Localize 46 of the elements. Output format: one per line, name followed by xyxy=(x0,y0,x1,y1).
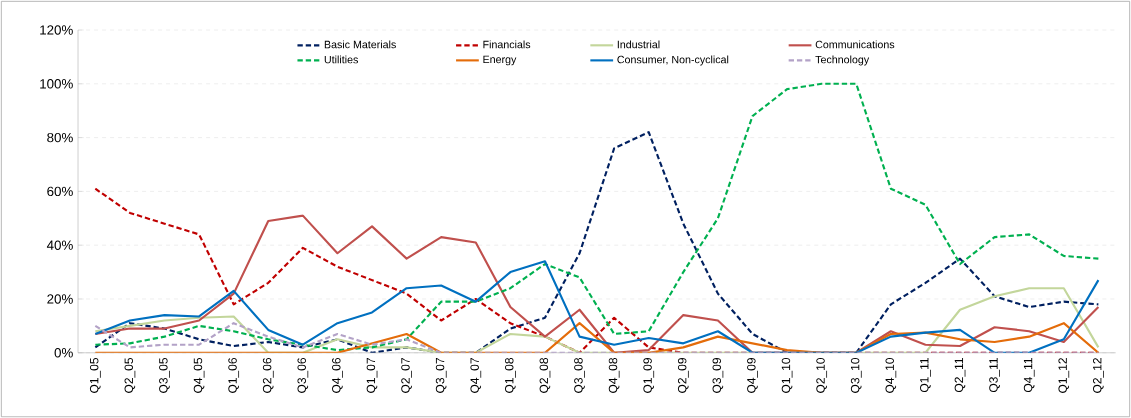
x-tick-label: Q4_06 xyxy=(332,357,343,393)
x-tick-label: Q1_06 xyxy=(228,357,240,393)
y-tick-label: 0% xyxy=(54,347,73,358)
x-tick-label: Q1_07 xyxy=(366,358,378,393)
x-tick-label: Q4_10 xyxy=(885,357,897,393)
x-tick-label: Q3_11 xyxy=(989,358,1000,393)
y-tick-label: 100% xyxy=(40,79,73,89)
x-tick-label: Q2_08 xyxy=(539,357,551,393)
x-tick-label: Q4_11 xyxy=(1023,358,1035,393)
x-tick-label: Q1_10 xyxy=(781,357,793,393)
x-tick-label: Q3_05 xyxy=(159,357,170,393)
legend-label: Utilities xyxy=(324,55,358,64)
x-tick-label: Q3_10 xyxy=(850,357,862,393)
x-tick-label: Q3_08 xyxy=(574,357,585,393)
x-tick-label: Q1_08 xyxy=(504,357,516,393)
legend-label: Consumer, Non-cyclical xyxy=(617,55,729,66)
x-tick-label: Q2_10 xyxy=(816,357,828,393)
x-tick-label: Q2_07 xyxy=(401,358,412,393)
legend-label: Financials xyxy=(483,40,531,49)
x-tick-label: Q3_09 xyxy=(712,357,724,393)
x-tick-label: Q4_05 xyxy=(193,357,205,393)
y-tick-label: 20% xyxy=(47,294,73,304)
x-tick-label: Q2_05 xyxy=(124,357,136,393)
x-tick-label: Q4_08 xyxy=(608,357,620,393)
x-tick-label: Q2_06 xyxy=(262,357,274,393)
x-tick-label: Q2_09 xyxy=(677,357,689,393)
x-tick-label: Q1_12 xyxy=(1058,358,1070,393)
x-tick-label: Q1_11 xyxy=(920,358,931,393)
legend-label: Industrial xyxy=(617,40,660,49)
legend-label: Communications xyxy=(815,40,895,49)
legend-label: Basic Materials xyxy=(324,40,396,49)
x-tick-label: Q3_06 xyxy=(297,357,309,393)
x-tick-label: Q1_09 xyxy=(643,357,655,393)
x-tick-label: Q2_11 xyxy=(954,358,966,393)
y-tick-label: 60% xyxy=(47,186,73,197)
x-tick-label: Q2_12 xyxy=(1092,358,1104,393)
legend-label: Energy xyxy=(483,55,517,66)
y-tick-label: 120% xyxy=(40,25,73,35)
x-tick-label: Q3_07 xyxy=(435,358,447,393)
y-tick-label: 40% xyxy=(46,240,73,250)
legend-label: Technology xyxy=(815,55,870,66)
y-tick-label: 80% xyxy=(47,132,73,143)
x-tick-label: Q1_05 xyxy=(89,357,101,393)
x-tick-label: Q4_07 xyxy=(470,358,482,393)
x-tick-label: Q4_09 xyxy=(747,357,758,393)
line-series xyxy=(94,82,1100,352)
